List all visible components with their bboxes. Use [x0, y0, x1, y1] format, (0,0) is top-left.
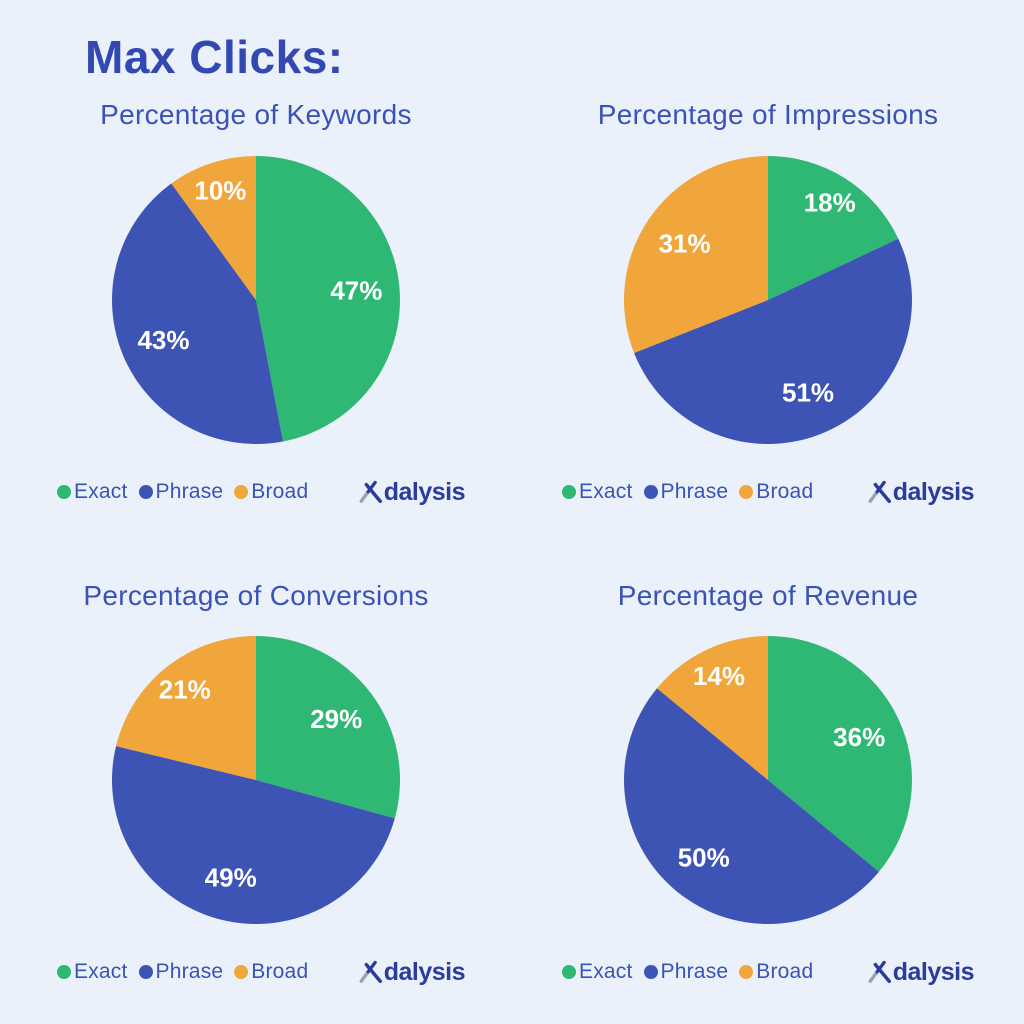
- legend-item-broad: Broad: [739, 480, 813, 504]
- pie-slice-phrase: [624, 688, 879, 924]
- pie-slice-label: 36%: [833, 722, 885, 752]
- pie-slice-label: 49%: [205, 863, 257, 893]
- chart-title-revenue: Percentage of Revenue: [617, 580, 919, 611]
- legend-label: Exact: [579, 960, 633, 983]
- pie-slice-label: 14%: [693, 661, 745, 691]
- pie-slice-label: 10%: [194, 175, 246, 205]
- legend-label: Broad: [251, 960, 309, 983]
- legend-item-phrase: Phrase: [643, 960, 729, 984]
- legend-dot-exact-icon: [57, 965, 71, 979]
- pie-slice-label: 51%: [782, 378, 834, 408]
- adalysis-a-icon: [868, 480, 891, 504]
- legend-item-exact: Exact: [562, 960, 633, 984]
- brand-wordmark: dalysis: [383, 477, 466, 506]
- adalysis-logo: dalysis: [867, 477, 975, 507]
- legend-dot-exact-icon: [562, 485, 576, 499]
- pie-slice-label: 43%: [137, 325, 189, 355]
- adalysis-logo: dalysis: [358, 477, 466, 507]
- legend-dot-exact-icon: [562, 965, 576, 979]
- legend-item-phrase: Phrase: [138, 960, 224, 984]
- legend-item-phrase: Phrase: [138, 480, 224, 504]
- page-title: Max Clicks:: [85, 31, 344, 83]
- legend: Exact Phrase Broad: [562, 480, 813, 504]
- pie-slice-label: 31%: [659, 228, 711, 258]
- legend-label: Broad: [251, 480, 309, 503]
- legend-dot-broad-icon: [234, 965, 249, 979]
- legend-item-exact: Exact: [57, 480, 128, 504]
- pie-slice-broad: [116, 636, 256, 780]
- legend-label: Phrase: [660, 480, 729, 503]
- pie-chart-revenue: 36% 50% 14%: [618, 630, 918, 930]
- legend-row-revenue: Exact Phrase Broad dalysis: [562, 954, 975, 990]
- legend-item-broad: Broad: [739, 960, 813, 984]
- pie-slice-phrase: [111, 746, 395, 925]
- pie-slice-exact: [256, 156, 401, 442]
- pie-slice-exact: [256, 636, 400, 819]
- pie-chart-conversions: 29% 49% 21%: [106, 630, 406, 930]
- legend-dot-phrase-icon: [138, 965, 153, 979]
- legend-row-impressions: Exact Phrase Broad dalysis: [562, 474, 975, 510]
- legend-dot-phrase-icon: [643, 965, 658, 979]
- pie-slice-broad: [171, 156, 256, 300]
- brand-wordmark: dalysis: [892, 957, 975, 986]
- pie-slice-label: 47%: [330, 276, 382, 306]
- brand-wordmark: dalysis: [892, 477, 975, 506]
- chart-title-conversions: Percentage of Conversions: [83, 580, 429, 611]
- pie-slice-label: 18%: [804, 188, 856, 218]
- legend-dot-broad-icon: [739, 485, 754, 499]
- legend-dot-phrase-icon: [138, 485, 153, 499]
- adalysis-a-icon: [868, 960, 891, 984]
- legend-dot-broad-icon: [234, 485, 249, 499]
- pie-slice-broad: [624, 156, 768, 354]
- legend-label: Broad: [756, 960, 814, 983]
- legend-item-phrase: Phrase: [643, 480, 729, 504]
- legend-label: Exact: [74, 480, 128, 503]
- legend-item-broad: Broad: [234, 480, 308, 504]
- legend-label: Broad: [756, 480, 814, 503]
- pie-slice-phrase: [111, 183, 283, 444]
- pie-slice-label: 50%: [678, 843, 730, 873]
- pie-chart-impressions: 18% 51% 31%: [618, 150, 918, 450]
- brand-wordmark: dalysis: [383, 957, 466, 986]
- legend-label: Phrase: [155, 480, 224, 503]
- chart-title-keywords: Percentage of Keywords: [100, 99, 412, 130]
- adalysis-a-icon: [359, 960, 382, 984]
- legend-label: Exact: [579, 480, 633, 503]
- adalysis-a-icon: [359, 480, 382, 504]
- chart-title-impressions: Percentage of Impressions: [597, 99, 939, 130]
- pie-slice-broad: [657, 636, 768, 780]
- pie-chart-keywords: 47% 43% 10%: [106, 150, 406, 450]
- legend-label: Phrase: [155, 960, 224, 983]
- legend-dot-broad-icon: [739, 965, 754, 979]
- legend: Exact Phrase Broad: [57, 960, 308, 984]
- pie-slice-label: 29%: [310, 704, 362, 734]
- pie-slice-phrase: [634, 238, 912, 445]
- adalysis-logo: dalysis: [867, 957, 975, 987]
- pie-slice-exact: [768, 636, 912, 872]
- legend-label: Exact: [74, 960, 128, 983]
- legend-dot-phrase-icon: [643, 485, 658, 499]
- legend: Exact Phrase Broad: [57, 480, 308, 504]
- legend-row-conversions: Exact Phrase Broad dalysis: [57, 954, 466, 990]
- adalysis-logo: dalysis: [358, 957, 466, 987]
- pie-slice-label: 21%: [159, 674, 211, 704]
- legend-label: Phrase: [660, 960, 729, 983]
- legend-item-broad: Broad: [234, 960, 308, 984]
- legend-item-exact: Exact: [57, 960, 128, 984]
- legend-dot-exact-icon: [57, 485, 71, 499]
- legend-item-exact: Exact: [562, 480, 633, 504]
- legend: Exact Phrase Broad: [562, 960, 813, 984]
- legend-row-keywords: Exact Phrase Broad dalysis: [57, 474, 466, 510]
- pie-slice-exact: [768, 156, 899, 300]
